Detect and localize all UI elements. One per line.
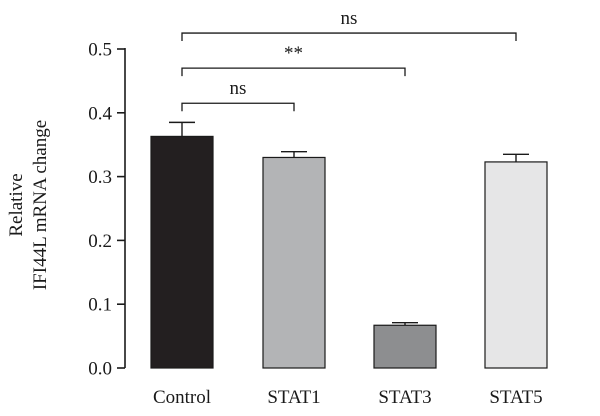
significance-bracket	[181, 32, 517, 42]
significance-label: **	[284, 43, 303, 64]
bar-stat5	[484, 161, 548, 369]
y-tick-label: 0.4	[88, 103, 112, 124]
y-tick-label: 0.2	[88, 231, 112, 252]
y-tick-label: 0.5	[88, 40, 112, 61]
error-bars	[169, 121, 529, 326]
y-axis-title-line-2: IFI44L mRNA change	[30, 120, 51, 290]
significance-bracket	[181, 102, 295, 112]
significance-bracket	[181, 67, 406, 77]
bar-stat3	[373, 324, 437, 369]
y-axis-title-line-1: Relative	[6, 173, 27, 236]
bars	[150, 135, 548, 369]
significance-brackets: ns ** ns	[181, 8, 517, 112]
significance-label: ns	[341, 8, 358, 29]
y-axis-ticks: 0.0 0.1 0.2 0.3 0.4 0.5	[88, 40, 125, 380]
x-category-label: Control	[153, 387, 211, 408]
y-tick-label: 0.3	[88, 167, 112, 188]
x-axis-categories: Control STAT1 STAT3 STAT5	[153, 387, 543, 408]
x-category-label: STAT1	[267, 387, 320, 408]
y-axis-title: Relative IFI44L mRNA change	[6, 120, 51, 290]
y-tick-label: 0.1	[88, 295, 112, 316]
significance-label: ns	[230, 78, 247, 99]
bar-stat1	[262, 156, 326, 369]
x-category-label: STAT5	[489, 387, 542, 408]
bar-control	[150, 135, 214, 369]
x-category-label: STAT3	[378, 387, 431, 408]
y-tick-label: 0.0	[88, 359, 112, 380]
